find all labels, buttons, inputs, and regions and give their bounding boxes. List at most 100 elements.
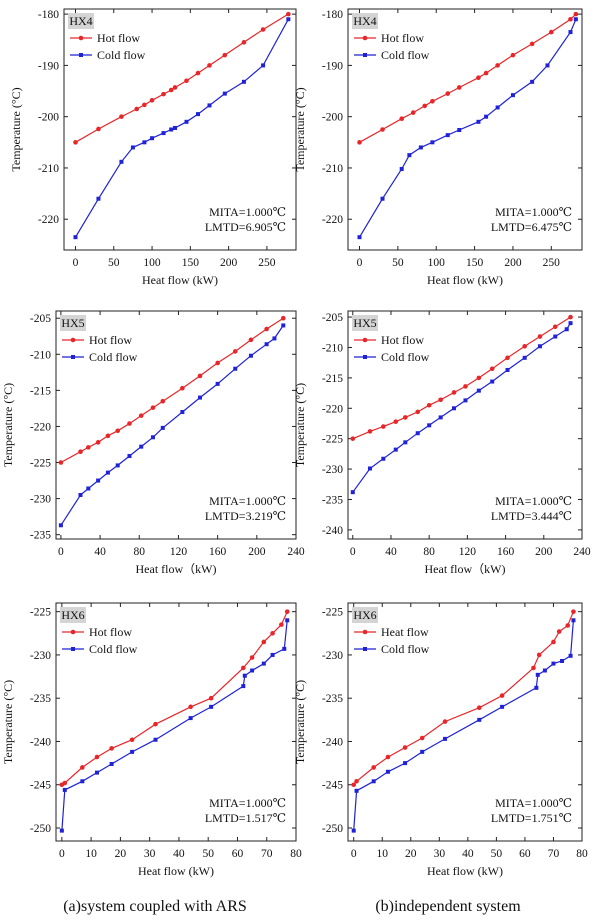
x-tick-label: 240 — [287, 546, 305, 558]
data-point-cold — [399, 166, 404, 171]
plot-frame — [55, 602, 297, 842]
data-point-hot — [381, 424, 386, 429]
series-line-cold — [353, 620, 574, 831]
y-tick-label: -210 — [38, 163, 59, 175]
data-point-hot — [385, 754, 391, 760]
data-point-hot — [371, 765, 376, 770]
data-point-cold — [270, 652, 275, 657]
data-point-hot — [284, 609, 290, 614]
x-tick-label: 70 — [261, 848, 273, 860]
data-point-hot — [58, 460, 64, 465]
data-point-cold — [430, 140, 435, 145]
data-point-hot — [188, 704, 193, 710]
legend-label: Cold flow — [89, 350, 138, 364]
data-point-cold — [73, 235, 78, 240]
data-point-cold — [568, 30, 573, 35]
y-tick-label: -235 — [30, 530, 51, 542]
x-tick-label: 80 — [290, 848, 302, 860]
data-point-hot — [476, 75, 481, 81]
data-point-cold — [109, 761, 114, 766]
data-point-cold — [530, 79, 535, 84]
data-point-hot — [536, 652, 542, 658]
y-tick-label: -250 — [30, 823, 51, 835]
panel-tag-label: HX4 — [69, 14, 92, 28]
y-tick-label: -245 — [322, 780, 343, 792]
y-axis-label: Temperature (°C) — [293, 680, 307, 764]
data-point-cold — [463, 398, 468, 403]
panel-tag-label: HX4 — [353, 14, 376, 28]
x-tick-label: 10 — [85, 848, 97, 860]
data-point-cold — [553, 334, 558, 339]
x-tick-label: 0 — [73, 257, 79, 269]
data-point-hot — [351, 782, 357, 788]
caption-right: (b)independent system — [375, 898, 521, 915]
x-tick-label: 50 — [491, 848, 503, 860]
data-point-cold — [130, 145, 135, 150]
panel-tag-box — [352, 315, 378, 331]
annotation-text: MITA=1.000℃ — [209, 205, 286, 219]
x-tick-label: 40 — [94, 546, 106, 558]
x-tick-label: 20 — [405, 848, 417, 860]
data-point-cold — [385, 769, 390, 774]
data-point-hot — [565, 623, 571, 628]
panel-tag-box — [68, 13, 94, 29]
x-tick-label: 250 — [543, 257, 561, 269]
data-point-cold — [542, 668, 547, 673]
data-point-cold — [573, 17, 578, 22]
data-point-cold — [418, 145, 423, 150]
chart-panel-5: 0 10 20 30 40 50 60 70 80 -225 -230 -235 -240 -245 -25… — [1, 602, 302, 878]
data-point-hot — [119, 114, 124, 119]
data-point-hot — [568, 314, 573, 320]
y-axis-label: Temperature (°C) — [293, 383, 307, 467]
annotation-text: MITA=1.000℃ — [495, 205, 572, 219]
data-point-cold — [127, 454, 132, 459]
data-point-cold — [119, 159, 124, 164]
data-point-cold — [403, 440, 408, 445]
panel-tag-box — [60, 607, 86, 623]
data-point-cold — [264, 342, 269, 347]
series-line-cold — [352, 322, 572, 493]
x-tick-label: 40 — [173, 848, 185, 860]
annotation-text: LMTD=3.219℃ — [205, 509, 286, 523]
plot-frame — [55, 310, 297, 540]
data-point-hot — [438, 397, 443, 403]
annotation-text: LMTD=3.444℃ — [491, 509, 572, 523]
data-point-hot — [367, 429, 373, 434]
y-tick-label: -210 — [30, 349, 51, 361]
data-point-cold — [94, 770, 99, 775]
data-point-cold — [505, 367, 510, 372]
data-point-cold — [477, 717, 482, 722]
annotation-text: MITA=1.000℃ — [495, 494, 572, 508]
data-point-hot — [127, 421, 132, 426]
x-tick-label: 0 — [357, 257, 363, 269]
x-axis-label: Heat flow（kW) — [425, 562, 506, 576]
data-point-hot — [153, 721, 158, 727]
data-point-hot — [241, 665, 246, 671]
legend-marker-cold — [71, 647, 75, 651]
panel-tag-label: HX6 — [61, 608, 84, 622]
data-point-hot — [505, 355, 510, 361]
data-point-cold — [510, 93, 515, 98]
legend-label: Cold flow — [381, 48, 430, 62]
data-point-hot — [197, 373, 203, 379]
plot-frame — [347, 602, 583, 842]
y-tick-label: -180 — [38, 9, 59, 21]
y-tick-label: -200 — [322, 112, 343, 124]
data-point-cold — [286, 17, 291, 22]
x-tick-label: 120 — [170, 546, 188, 558]
x-tick-label: 0 — [351, 848, 357, 860]
data-point-cold — [568, 653, 573, 658]
legend-label: Hot flow — [97, 31, 140, 45]
data-point-hot — [286, 11, 291, 17]
x-axis-label: Heat flow (kW) — [427, 864, 503, 878]
data-point-cold — [350, 490, 355, 495]
data-point-hot — [215, 360, 220, 366]
series-line-cold — [358, 19, 577, 238]
data-point-hot — [184, 78, 189, 84]
data-point-cold — [150, 136, 155, 141]
data-point-cold — [545, 63, 550, 68]
y-tick-label: -215 — [30, 385, 51, 397]
data-point-cold — [173, 125, 178, 130]
data-point-hot — [573, 11, 579, 17]
